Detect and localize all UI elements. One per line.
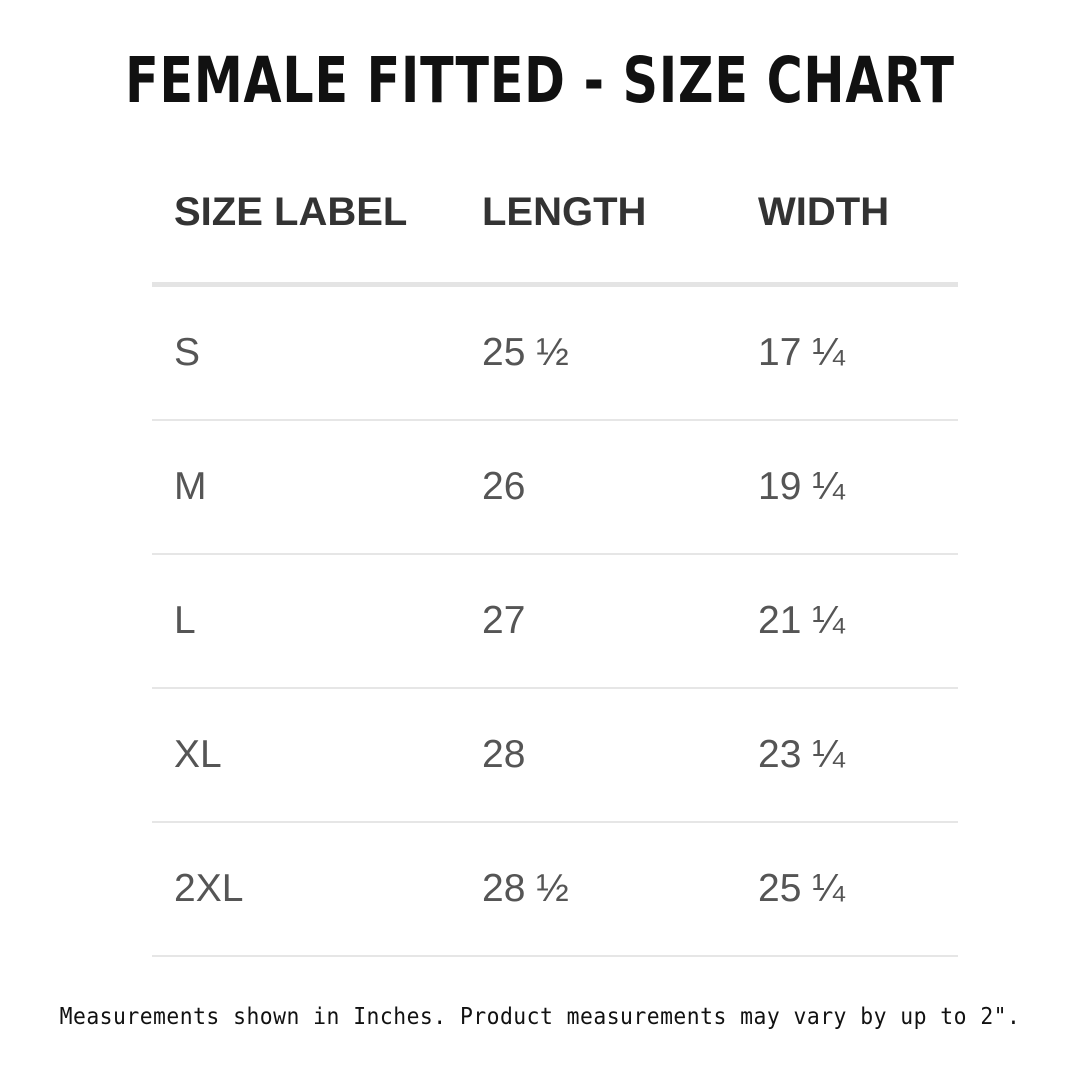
width-cell: 25 ¼ [758, 867, 845, 910]
length-cell: 28 ½ [482, 867, 569, 910]
measurement-footnote: Measurements shown in Inches. Product me… [59, 1004, 1021, 1030]
table-header-row: SIZE LABEL LENGTH WIDTH [152, 182, 958, 287]
table-row: XL 28 23 ¼ [152, 689, 958, 823]
size-label-cell: M [174, 465, 207, 508]
length-cell: 26 [482, 465, 526, 508]
width-cell: 17 ¼ [758, 331, 845, 374]
size-label-cell: XL [174, 733, 222, 776]
column-header-size-label: SIZE LABEL [174, 190, 408, 234]
page-title: FEMALE FITTED - SIZE CHART [125, 44, 955, 117]
size-label-cell: S [174, 331, 201, 374]
table-row: L 27 21 ¼ [152, 555, 958, 689]
size-label-cell: L [174, 599, 196, 642]
table-row: S 25 ½ 17 ¼ [152, 287, 958, 421]
length-cell: 28 [482, 733, 526, 776]
size-chart-table: SIZE LABEL LENGTH WIDTH S 25 ½ 17 ¼ M 26… [152, 182, 958, 957]
table-row: M 26 19 ¼ [152, 421, 958, 555]
length-cell: 27 [482, 599, 526, 642]
width-cell: 21 ¼ [758, 599, 845, 642]
width-cell: 19 ¼ [758, 465, 845, 508]
length-cell: 25 ½ [482, 331, 569, 374]
column-header-length: LENGTH [482, 190, 647, 234]
size-label-cell: 2XL [174, 867, 244, 910]
column-header-width: WIDTH [758, 190, 890, 234]
table-row: 2XL 28 ½ 25 ¼ [152, 823, 958, 957]
width-cell: 23 ¼ [758, 733, 845, 776]
